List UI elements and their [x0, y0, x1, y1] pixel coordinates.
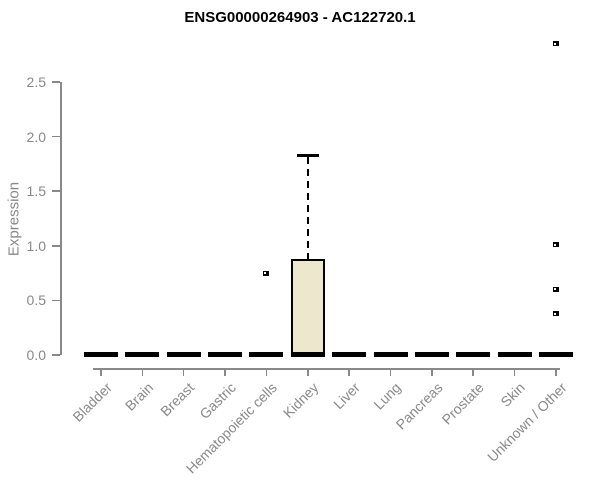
outlier-point-unknown-other-0 — [552, 311, 559, 316]
x-tick-label-kidney: Kidney — [279, 379, 322, 421]
outlier-point-unknown-other-2 — [552, 242, 559, 248]
outlier-point-center — [553, 42, 556, 45]
x-tick — [265, 368, 268, 376]
outlier-point-unknown-other-3 — [552, 41, 559, 47]
outlier-point-center — [553, 288, 556, 291]
median-bar-pancreas — [414, 352, 449, 357]
x-tick-label-skin: Skin — [497, 379, 529, 410]
y-tick-label: 0.5 — [26, 292, 46, 309]
median-bar-unknown-other — [538, 352, 573, 357]
x-tick — [100, 368, 102, 376]
median-bar-bladder — [84, 352, 118, 357]
median-bar-gastric — [208, 352, 243, 357]
median-bar-skin — [497, 352, 532, 357]
y-axis-line — [60, 82, 62, 355]
whisker-line-kidney — [306, 157, 309, 259]
y-tick-label: 1.0 — [26, 237, 46, 254]
x-tick — [307, 368, 309, 376]
x-tick-label-bladder: Bladder — [69, 379, 115, 425]
y-tick — [52, 299, 60, 302]
x-tick — [348, 368, 350, 376]
box-kidney — [290, 258, 325, 355]
outlier-point-unknown-other-1 — [552, 286, 559, 292]
median-bar-liver — [332, 352, 367, 357]
x-tick — [141, 368, 144, 376]
x-tick-label-lung: Lung — [370, 379, 405, 413]
x-tick-label-prostate: Prostate — [438, 379, 487, 428]
x-tick — [389, 368, 392, 376]
x-tick — [224, 368, 226, 376]
x-tick — [431, 368, 433, 376]
outlier-point-center — [264, 272, 267, 275]
x-tick-label-liver: Liver — [329, 379, 363, 413]
x-tick-label-unknown-other: Unknown / Other — [483, 379, 570, 465]
median-bar-lung — [373, 352, 408, 357]
x-tick — [513, 368, 516, 376]
chart-title: ENSG00000264903 - AC122720.1 — [184, 9, 416, 26]
y-tick-label: 2.0 — [26, 128, 46, 145]
y-tick — [52, 245, 60, 247]
x-tick-label-breast: Breast — [157, 379, 198, 420]
y-tick — [52, 81, 60, 83]
x-axis-line — [93, 368, 560, 370]
outlier-point-hematopoietic-cells-0 — [263, 270, 270, 276]
x-tick-label-brain: Brain — [121, 379, 156, 414]
whisker-cap-kidney — [296, 153, 319, 157]
y-tick-label: 0.0 — [26, 347, 46, 363]
y-tick — [52, 190, 60, 192]
outlier-point-center — [553, 312, 556, 315]
y-tick-label: 2.5 — [26, 74, 46, 90]
x-tick — [182, 368, 185, 376]
y-tick — [52, 354, 60, 356]
y-tick-label: 1.5 — [26, 183, 46, 200]
median-bar-hematopoietic-cells — [249, 352, 284, 357]
x-tick — [472, 368, 474, 376]
x-tick — [555, 368, 557, 376]
y-tick — [52, 135, 60, 138]
median-bar-prostate — [456, 352, 491, 357]
median-bar-breast — [166, 352, 201, 357]
median-bar-brain — [125, 352, 160, 357]
outlier-point-center — [553, 243, 556, 246]
median-bar-kidney — [290, 352, 325, 357]
